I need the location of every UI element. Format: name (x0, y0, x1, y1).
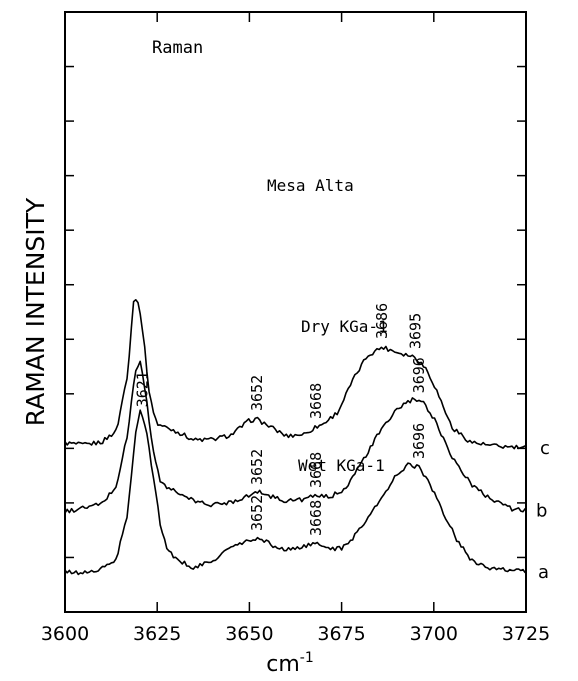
peak-label: 3696 (410, 357, 428, 393)
peak-label: 3668 (307, 452, 325, 488)
x-tick-label: 3600 (41, 623, 89, 645)
trace-tag: b (536, 501, 547, 522)
x-axis-label: cm-1 (266, 650, 314, 677)
peak-label: 3652 (248, 375, 266, 411)
x-tick-labels: 3600 3625 3650 3675 3700 3725 (41, 623, 550, 645)
peak-label: 3695 (406, 313, 424, 349)
x-axis-unit: cm (266, 652, 300, 677)
trace-tags: c b a (536, 438, 550, 583)
peak-label: 3621 (133, 371, 151, 407)
spectrum-line (64, 299, 526, 450)
axis-ticks (64, 12, 527, 612)
x-tick-label: 3675 (317, 623, 365, 645)
trace-tag: c (540, 438, 550, 459)
peak-labels: 3652 3668 3686 3695 3652 3668 3696 3621 3652 3668… (133, 303, 428, 536)
peak-label: 3652 (248, 495, 266, 531)
x-tick-label: 3700 (410, 623, 458, 645)
spectrum-line (64, 409, 526, 576)
spectra-curves (64, 299, 526, 576)
x-tick-label: 3725 (502, 623, 550, 645)
series-name-label: Mesa Alta (267, 176, 354, 195)
chart-title: Raman (152, 38, 203, 58)
x-axis-unit-exponent: -1 (300, 650, 314, 666)
series-name-label: Dry KGa-1 (301, 317, 388, 336)
peak-label: 3686 (373, 303, 391, 339)
peak-label: 3668 (307, 383, 325, 419)
peak-label: 3668 (307, 500, 325, 536)
plot-frame (64, 11, 527, 613)
trace-tag: a (538, 562, 549, 583)
spectrum-line (64, 360, 526, 514)
peak-label: 3652 (248, 449, 266, 485)
peak-label: 3696 (410, 423, 428, 459)
series-labels: Mesa Alta Dry KGa-1 Wet KGa-1 (267, 176, 388, 475)
x-tick-label: 3625 (133, 623, 181, 645)
series-name-label: Wet KGa-1 (298, 456, 385, 475)
x-tick-label: 3650 (225, 623, 273, 645)
y-axis-label: RAMAN INTENSITY (21, 197, 50, 426)
